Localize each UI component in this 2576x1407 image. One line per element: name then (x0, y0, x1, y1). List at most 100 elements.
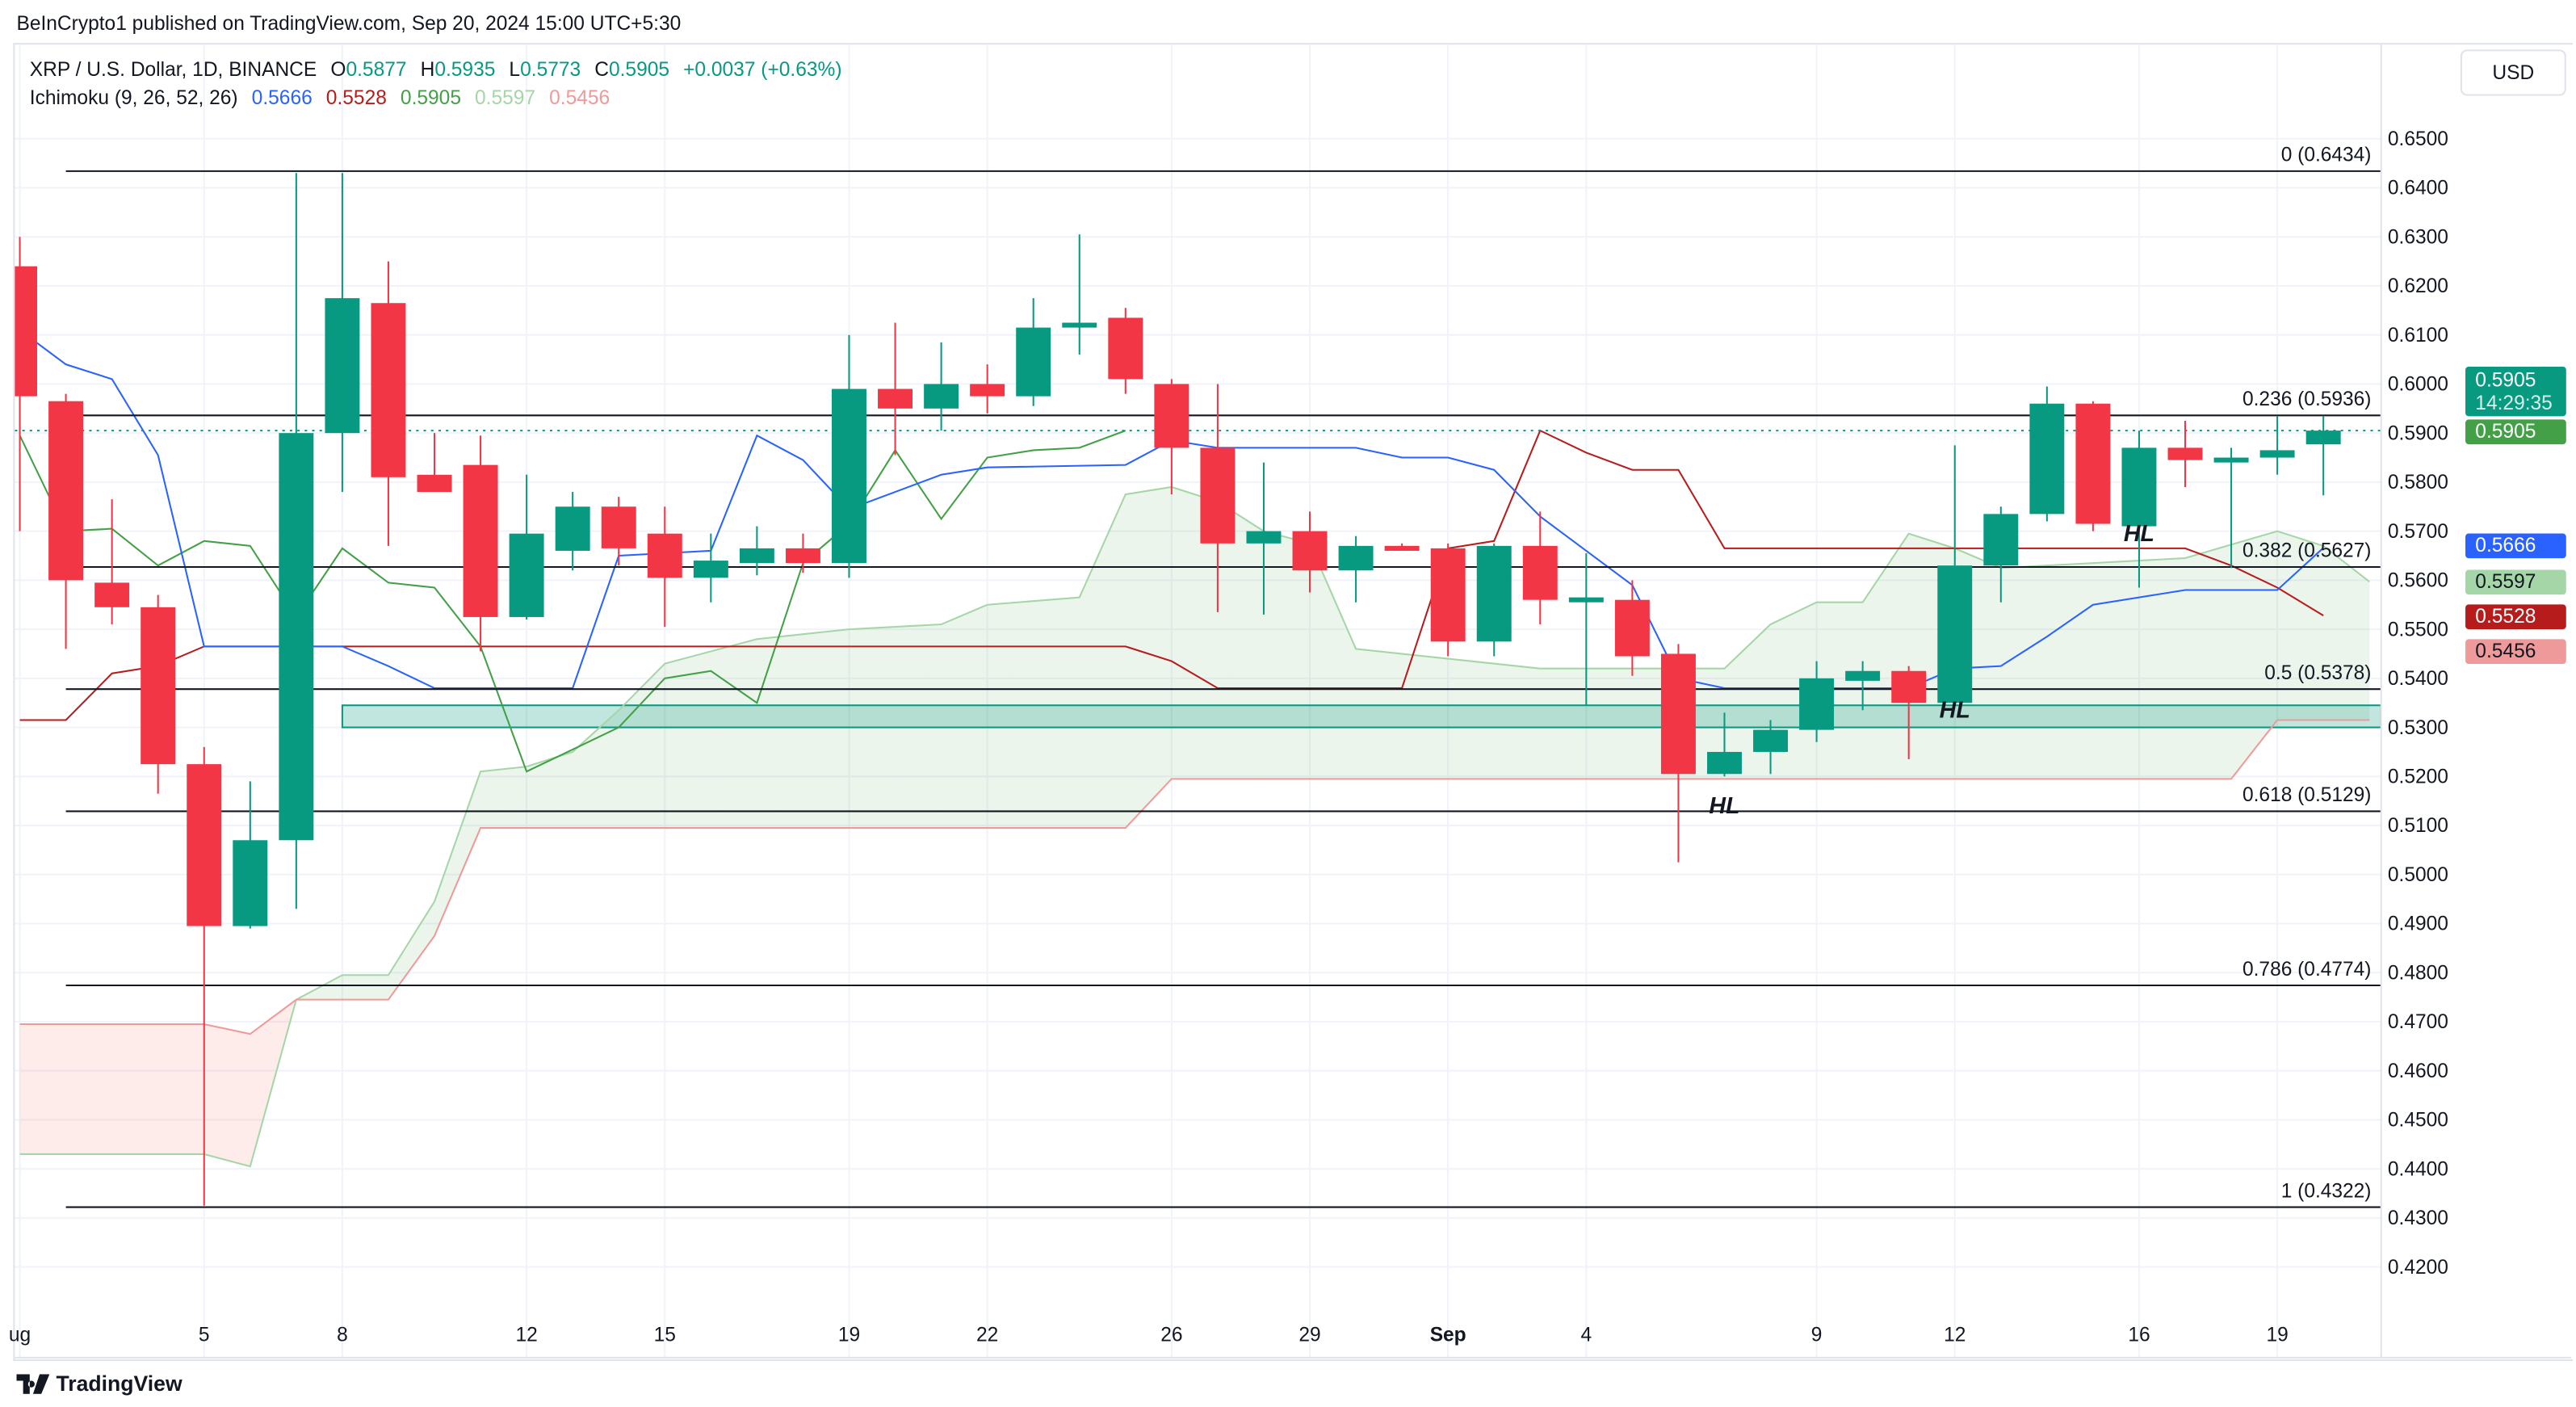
price-tick-label: 0.6000 (2388, 374, 2448, 396)
high-label: H (420, 57, 435, 82)
cloud-segment (1275, 534, 1287, 779)
cloud-segment (2289, 535, 2301, 720)
cloud-segment (1206, 498, 1218, 779)
candle-body (785, 548, 820, 564)
cloud-segment (1183, 490, 1195, 779)
cloud-segment (791, 634, 803, 829)
candle (141, 594, 176, 794)
tradingview-logo[interactable]: TradingView (16, 1371, 183, 1396)
candle-body (647, 533, 682, 578)
cloud-segment (1862, 585, 1874, 779)
cloud-segment (43, 1024, 55, 1154)
candle-body (417, 474, 452, 493)
candle (509, 474, 544, 620)
cloud-segment (676, 657, 688, 829)
candle-body (1062, 322, 1097, 328)
candle-body (878, 388, 913, 409)
cloud-segment (89, 1024, 101, 1154)
cloud-segment (803, 632, 815, 829)
price-tick-label: 0.4200 (2388, 1257, 2448, 1279)
cloud-segment (2265, 531, 2278, 735)
cloud-segment (250, 1025, 262, 1167)
cloud-segment (1125, 492, 1138, 829)
cloud-segment (216, 1027, 228, 1161)
cloud-segment (1413, 654, 1425, 779)
fib-level-label: 0.618 (0.5129) (2242, 784, 2371, 806)
conversion-line (19, 329, 2324, 690)
candle-body (739, 548, 774, 564)
cloud-segment (1079, 571, 1092, 829)
lagging-value: 0.5905 (400, 86, 461, 109)
price-tick-label: 0.4300 (2388, 1208, 2448, 1229)
cloud-segment (779, 635, 792, 829)
candle (970, 364, 1005, 414)
cloud-segment (2208, 548, 2220, 779)
candle (187, 746, 222, 1206)
cloud-segment (181, 1024, 193, 1154)
cloud-segment (146, 1024, 158, 1154)
cloud-segment (1632, 668, 1644, 779)
candle-body (1845, 670, 1881, 681)
cloud-segment (1597, 668, 1609, 779)
symbol-legend: XRP / U.S. Dollar, 1D, BINANCE O0.5877 H… (30, 58, 850, 82)
candle-body (1937, 565, 1973, 704)
time-tick-label: 29 (1298, 1324, 1320, 1346)
cloud-segment (630, 687, 642, 829)
cloud-segment (1286, 537, 1298, 779)
price-tick-label: 0.5900 (2388, 422, 2448, 444)
indicator-name[interactable]: Ichimoku (9, 26, 52, 26) (29, 86, 238, 109)
candle-body (2075, 403, 2111, 524)
candle (48, 393, 84, 649)
candle (555, 492, 590, 571)
cloud-segment (1367, 649, 1379, 779)
candle (1568, 552, 1604, 706)
candle (279, 173, 314, 909)
candle-body (1522, 545, 1558, 600)
cloud-segment (699, 651, 711, 829)
cloud-segment (745, 639, 757, 829)
price-tick-label: 0.5500 (2388, 619, 2448, 640)
price-tick-label: 0.4800 (2388, 962, 2448, 984)
change-value: +0.0037 (+0.63%) (683, 57, 842, 82)
cloud-segment (2242, 537, 2255, 765)
cloud-segment (665, 660, 677, 829)
candle-body (1660, 653, 1696, 775)
candle-body (601, 506, 636, 548)
open-number: 0.5877 (346, 57, 407, 82)
cloud-segment (1436, 657, 1449, 779)
cloud-segment (757, 637, 769, 829)
time-tick-label: 9 (1811, 1324, 1823, 1346)
indicator-legend: Ichimoku (9, 26, 52, 26) 0.5666 0.5528 0… (30, 86, 619, 109)
fib-level-label: 0.5 (0.5378) (2264, 662, 2371, 684)
cloud-segment (1551, 668, 1563, 779)
cloud-segment (1563, 668, 1575, 779)
cloud-segment (2162, 558, 2174, 779)
symbol-title[interactable]: XRP / U.S. Dollar, 1D, BINANCE (29, 57, 317, 82)
low-label: L (509, 57, 521, 82)
candle-body (924, 384, 959, 409)
cloud-segment (2092, 562, 2105, 779)
candle-body (2305, 430, 2341, 445)
cloud-segment (123, 1024, 136, 1154)
cloud-segment (641, 675, 654, 829)
cloud-segment (1897, 533, 1909, 779)
lagging-price-tag: 0.5905 (2465, 419, 2566, 445)
candle (1200, 384, 1236, 612)
cloud-segment (1886, 550, 1898, 779)
candle-body (141, 607, 176, 765)
candle (1799, 661, 1835, 742)
price-tick-label: 0.5200 (2388, 766, 2448, 788)
currency-button[interactable]: USD (2460, 49, 2566, 96)
candle-body (279, 433, 314, 841)
cloud-segment (1402, 653, 1414, 779)
cloud-segment (1263, 531, 1276, 779)
cloud-segment (918, 624, 930, 829)
candle-body (1983, 514, 2019, 566)
candle (878, 322, 913, 456)
cloud-segment (1033, 600, 1045, 829)
hl-annotation: HL (1940, 697, 1970, 723)
cloud-segment (1171, 486, 1184, 779)
cloud-segment (2311, 542, 2324, 720)
